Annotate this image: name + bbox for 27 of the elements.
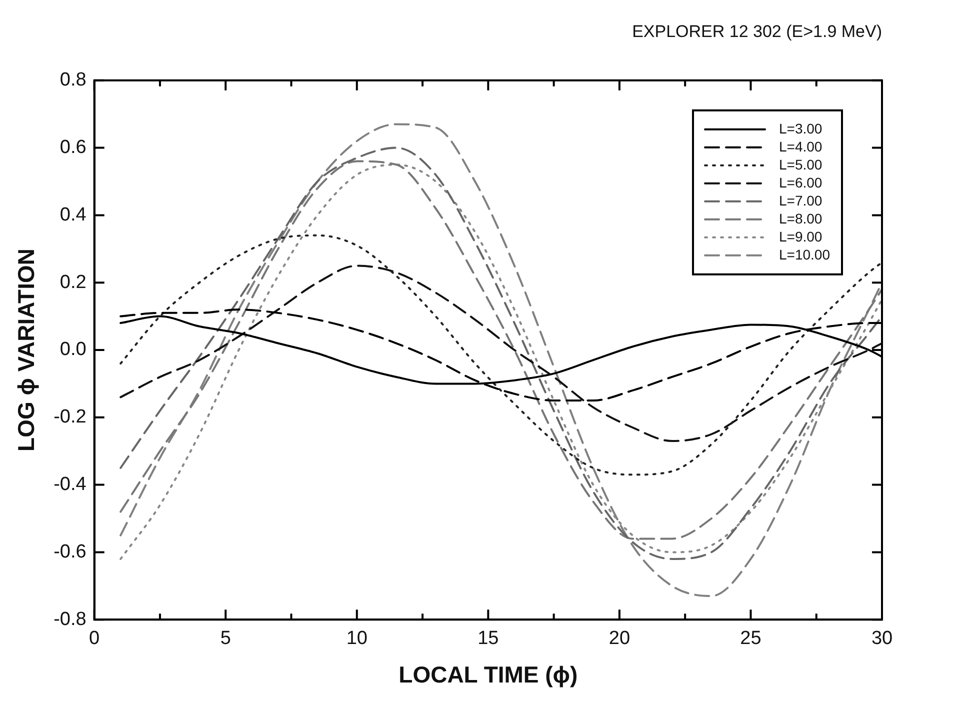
y-tick-label: -0.8 bbox=[54, 608, 86, 630]
legend-label: L=10.00 bbox=[779, 246, 830, 262]
y-tick-label: -0.4 bbox=[54, 474, 87, 496]
x-tick-label: 25 bbox=[740, 628, 762, 650]
legend-label: L=3.00 bbox=[779, 120, 822, 136]
y-axis-title: LOG ϕ VARIATION bbox=[13, 248, 40, 452]
x-tick-label: 30 bbox=[871, 628, 893, 650]
x-tick-label: 20 bbox=[608, 628, 630, 650]
y-tick-label: 0.2 bbox=[60, 272, 86, 293]
legend-label: L=6.00 bbox=[779, 174, 822, 190]
legend-label: L=5.00 bbox=[779, 156, 822, 172]
y-tick-label: 0.4 bbox=[60, 204, 87, 226]
y-tick-label: 0.0 bbox=[60, 339, 86, 360]
chart-title: EXPLORER 12 302 (E>1.9 MeV) bbox=[632, 22, 882, 41]
x-axis-title: LOCAL TIME (ϕ) bbox=[398, 662, 578, 688]
y-tick-label: 0.8 bbox=[60, 70, 86, 91]
x-tick-label: 5 bbox=[220, 628, 231, 650]
y-tick-label: -0.6 bbox=[54, 541, 86, 562]
legend-label: L=7.00 bbox=[779, 192, 822, 208]
x-tick-label: 10 bbox=[346, 628, 368, 650]
x-tick-label: 15 bbox=[478, 628, 499, 650]
y-tick-label: -0.2 bbox=[54, 406, 86, 428]
x-tick-label: 0 bbox=[89, 628, 100, 650]
y-tick-label: 0.6 bbox=[60, 137, 86, 158]
legend-label: L=4.00 bbox=[779, 138, 822, 154]
legend-label: L=8.00 bbox=[779, 210, 822, 226]
legend-label: L=9.00 bbox=[779, 228, 822, 244]
